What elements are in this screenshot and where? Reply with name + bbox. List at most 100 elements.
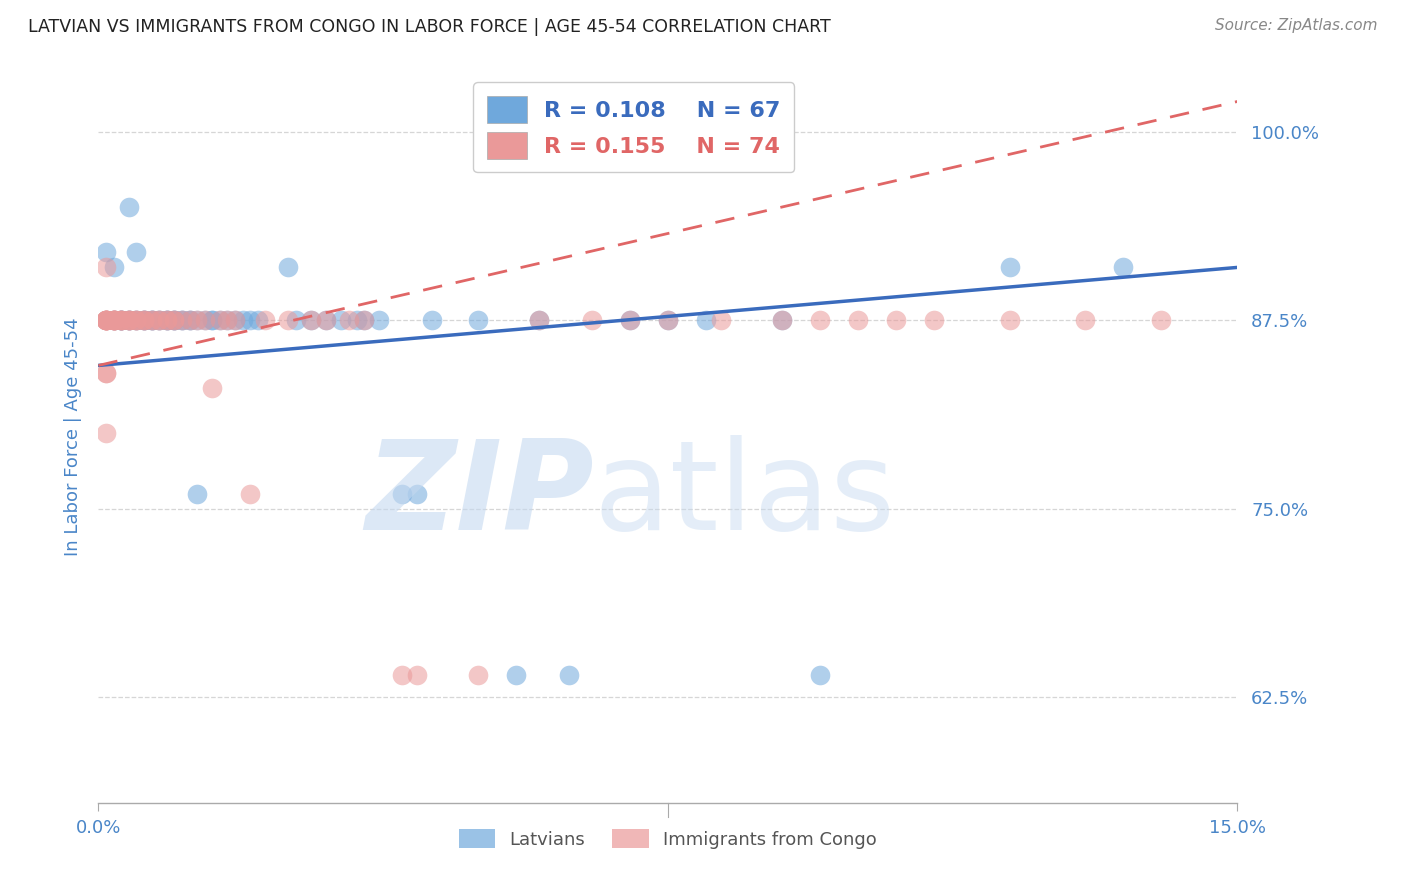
Point xyxy=(467,313,489,327)
Point xyxy=(922,313,945,327)
Point xyxy=(201,313,224,327)
Point xyxy=(118,313,141,327)
Point xyxy=(163,313,186,327)
Point xyxy=(94,260,117,275)
Point xyxy=(125,313,148,327)
Point xyxy=(110,313,132,327)
Point xyxy=(581,313,603,327)
Point xyxy=(103,313,125,327)
Point xyxy=(179,313,201,327)
Point xyxy=(132,313,155,327)
Point xyxy=(239,313,262,327)
Point xyxy=(695,313,717,327)
Point xyxy=(156,313,179,327)
Point xyxy=(125,313,148,327)
Point xyxy=(94,313,117,327)
Point xyxy=(299,313,322,327)
Text: Source: ZipAtlas.com: Source: ZipAtlas.com xyxy=(1215,18,1378,33)
Point xyxy=(156,313,179,327)
Point xyxy=(156,313,179,327)
Point xyxy=(217,313,239,327)
Point xyxy=(170,313,193,327)
Point xyxy=(186,313,208,327)
Point xyxy=(103,313,125,327)
Point xyxy=(353,313,375,327)
Point xyxy=(132,313,155,327)
Point xyxy=(103,313,125,327)
Point xyxy=(125,245,148,260)
Point xyxy=(808,313,831,327)
Point xyxy=(179,313,201,327)
Point xyxy=(163,313,186,327)
Point xyxy=(391,486,413,500)
Point xyxy=(353,313,375,327)
Text: ZIP: ZIP xyxy=(366,435,593,556)
Y-axis label: In Labor Force | Age 45-54: In Labor Force | Age 45-54 xyxy=(63,318,82,557)
Point xyxy=(132,313,155,327)
Point xyxy=(998,313,1021,327)
Point xyxy=(391,667,413,681)
Point xyxy=(141,313,163,327)
Point xyxy=(337,313,360,327)
Point xyxy=(330,313,353,327)
Point xyxy=(194,313,217,327)
Point xyxy=(103,313,125,327)
Point xyxy=(808,667,831,681)
Point xyxy=(1074,313,1097,327)
Point xyxy=(208,313,231,327)
Text: LATVIAN VS IMMIGRANTS FROM CONGO IN LABOR FORCE | AGE 45-54 CORRELATION CHART: LATVIAN VS IMMIGRANTS FROM CONGO IN LABO… xyxy=(28,18,831,36)
Point xyxy=(110,313,132,327)
Point xyxy=(406,667,429,681)
Point xyxy=(657,313,679,327)
Point xyxy=(194,313,217,327)
Point xyxy=(558,667,581,681)
Point xyxy=(103,313,125,327)
Point xyxy=(132,313,155,327)
Point xyxy=(224,313,246,327)
Point xyxy=(770,313,793,327)
Point xyxy=(118,313,141,327)
Point xyxy=(132,313,155,327)
Point xyxy=(163,313,186,327)
Point xyxy=(94,313,117,327)
Point xyxy=(710,313,733,327)
Point xyxy=(186,313,208,327)
Point xyxy=(246,313,269,327)
Point xyxy=(148,313,170,327)
Point xyxy=(110,313,132,327)
Point xyxy=(125,313,148,327)
Point xyxy=(148,313,170,327)
Point xyxy=(156,313,179,327)
Point xyxy=(125,313,148,327)
Point xyxy=(141,313,163,327)
Point xyxy=(103,313,125,327)
Point xyxy=(94,313,117,327)
Point xyxy=(94,313,117,327)
Point xyxy=(1112,260,1135,275)
Point xyxy=(186,486,208,500)
Point xyxy=(179,313,201,327)
Point xyxy=(201,381,224,395)
Point xyxy=(118,200,141,214)
Point xyxy=(770,313,793,327)
Point xyxy=(94,426,117,441)
Point xyxy=(103,313,125,327)
Point xyxy=(110,313,132,327)
Point xyxy=(94,313,117,327)
Point xyxy=(224,313,246,327)
Point xyxy=(315,313,337,327)
Point xyxy=(284,313,307,327)
Point xyxy=(315,313,337,327)
Point xyxy=(505,667,527,681)
Point xyxy=(239,486,262,500)
Point xyxy=(201,313,224,327)
Point xyxy=(118,313,141,327)
Point xyxy=(277,313,299,327)
Point xyxy=(619,313,641,327)
Point xyxy=(148,313,170,327)
Point xyxy=(163,313,186,327)
Point xyxy=(110,313,132,327)
Point xyxy=(94,313,117,327)
Point xyxy=(141,313,163,327)
Point xyxy=(118,313,141,327)
